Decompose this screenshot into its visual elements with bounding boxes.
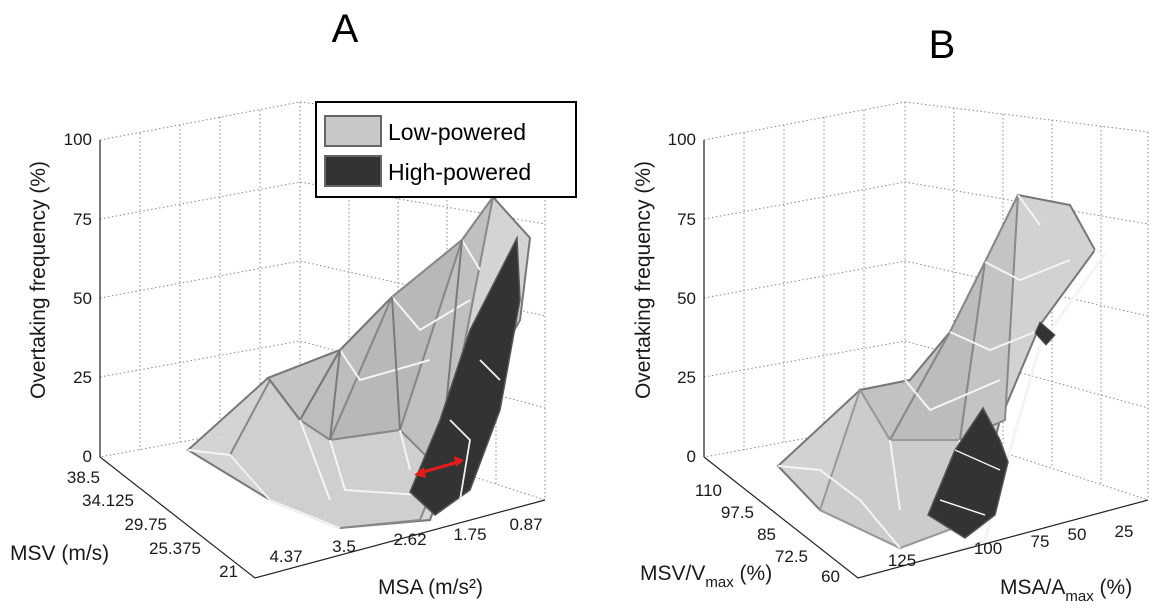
- panel-a-xtick: 38.5: [67, 468, 100, 487]
- panel-b-ztick: 75: [677, 210, 696, 229]
- panel-b-ytick: 25: [1115, 522, 1134, 541]
- panel-b-xtick: 97.5: [721, 503, 754, 522]
- legend-swatch-high: [324, 155, 382, 187]
- panel-a-ztick: 100: [64, 130, 92, 149]
- legend-swatch-low: [324, 115, 382, 147]
- panel-b-ytick: 100: [974, 539, 1002, 558]
- panel-b-ylabel-unit: (%): [1094, 576, 1133, 599]
- panel-a-xtick: 25.375: [149, 539, 201, 558]
- panel-b-ytick: 75: [1031, 532, 1050, 551]
- panel-a-red-arrow: [414, 456, 464, 478]
- panel-a-legend: Low-powered High-powered: [315, 101, 577, 198]
- panel-a-ytick: 1.75: [453, 525, 486, 544]
- panel-b-xticks: 110 97.5 85 72.5 60: [695, 481, 840, 586]
- panel-a-ytick: 0.87: [509, 515, 542, 534]
- panel-b-ztick: 25: [677, 368, 696, 387]
- panel-b-ylabel-sub: max: [1065, 588, 1094, 605]
- panel-a-xtick: 34.125: [82, 491, 134, 510]
- panel-a-yticks: 4.37 3.5 2.62 1.75 0.87: [269, 515, 542, 566]
- panel-b-xtick: 85: [757, 525, 776, 544]
- panel-b-ztick: 50: [677, 289, 696, 308]
- panel-a-ztick: 0: [83, 447, 92, 466]
- panel-a-ylabel: MSA (m/s²): [378, 576, 483, 599]
- panel-a-ztick: 75: [73, 210, 92, 229]
- panel-b-zlabel: Overtaking frequency (%): [632, 161, 655, 399]
- panel-b-zticks: 100 75 50 25 0: [668, 130, 696, 466]
- panel-b-ylabel: MSA/Amax (%): [1000, 576, 1132, 605]
- panel-b-ztick: 100: [668, 130, 696, 149]
- panel-a-zlabel: Overtaking frequency (%): [27, 161, 50, 399]
- panel-b-axes: [703, 140, 1149, 579]
- legend-label-low: Low-powered: [388, 119, 526, 145]
- panel-a-xtick: 29.75: [124, 515, 167, 534]
- panel-a-zticks: 100 75 50 25 0: [64, 130, 92, 466]
- panel-a-xtick: 21: [219, 562, 238, 581]
- panel-a-xticks: 38.5 34.125 29.75 25.375 21: [67, 468, 238, 581]
- panel-a-ztick: 25: [73, 368, 92, 387]
- panel-b-xtick: 60: [821, 567, 840, 586]
- panel-b-ztick: 0: [687, 447, 696, 466]
- panel-b: B 100 75 50 25 0: [632, 23, 1149, 605]
- panel-a-title: A: [332, 7, 359, 51]
- panel-a-ytick: 2.62: [393, 530, 426, 549]
- panel-a-surface-high: [409, 235, 521, 516]
- panel-a-ytick: 3.5: [332, 537, 356, 556]
- panel-b-yticks: 125 100 75 50 25: [888, 522, 1134, 570]
- panel-a-axes: [99, 140, 546, 579]
- panel-b-surface-low: [776, 193, 1107, 554]
- panel-b-surface-high: [927, 321, 1056, 539]
- panel-b-xtick: 72.5: [775, 547, 808, 566]
- panel-b-xlabel-main: MSV/V: [640, 562, 705, 585]
- panel-a-xlabel: MSV (m/s): [10, 542, 109, 565]
- panel-b-title: B: [929, 23, 956, 67]
- panel-a-ytick: 4.37: [269, 547, 302, 566]
- panel-b-xlabel-sub: max: [705, 574, 734, 591]
- panel-a-ztick: 50: [73, 289, 92, 308]
- legend-label-high: High-powered: [388, 159, 531, 185]
- panel-b-ylabel-main: MSA/A: [1000, 576, 1065, 599]
- panel-b-xlabel: MSV/Vmax (%): [640, 562, 772, 591]
- panel-a: A: [10, 7, 577, 599]
- panel-b-xlabel-unit: (%): [734, 562, 773, 585]
- panel-b-ytick: 125: [888, 551, 916, 570]
- panel-b-xtick: 110: [695, 481, 722, 500]
- panel-b-ytick: 50: [1068, 525, 1087, 544]
